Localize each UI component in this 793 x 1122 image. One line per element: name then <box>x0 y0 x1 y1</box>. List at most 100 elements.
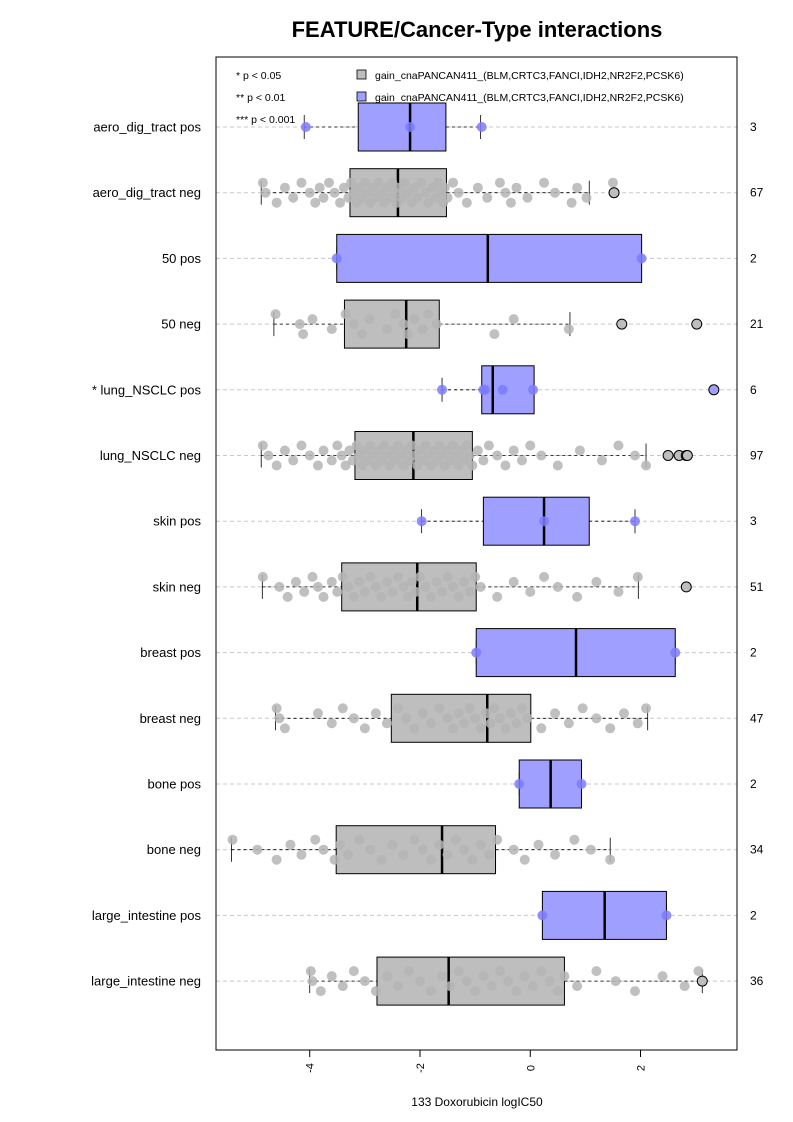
row-7-point <box>318 591 329 602</box>
row-3-point <box>364 314 375 325</box>
row-1-point <box>260 187 271 198</box>
row-7-point <box>274 581 285 592</box>
row-7-point <box>406 576 417 587</box>
row-5-point <box>461 440 472 451</box>
row-4-point <box>497 384 508 395</box>
row-9-point <box>271 703 282 714</box>
row-10-point <box>514 779 525 789</box>
row-10-point <box>576 779 587 789</box>
row-5-point <box>478 455 489 466</box>
row-13-point <box>572 981 583 992</box>
row-1-label: aero_dig_tract neg <box>93 185 201 200</box>
row-1-point <box>346 177 357 188</box>
row-5-point <box>500 460 511 471</box>
row-7-point <box>442 571 453 582</box>
row-9-point <box>505 708 516 719</box>
row-7-point <box>326 576 337 587</box>
row-3-point <box>340 309 351 320</box>
row-1-point <box>494 177 505 188</box>
row-11-point <box>442 849 453 860</box>
row-7-point <box>508 576 519 587</box>
row-12-label: large_intestine pos <box>92 908 202 923</box>
row-9-point <box>312 708 323 719</box>
row-7-point <box>525 586 536 597</box>
row-6-point <box>416 516 427 527</box>
row-7-point <box>398 581 409 592</box>
row-2-point <box>331 253 342 264</box>
row-10-count: 2 <box>750 777 757 791</box>
row-1-point <box>324 177 335 188</box>
row-13-point <box>414 976 425 987</box>
row-6-count: 3 <box>750 514 757 528</box>
row-1-point <box>279 182 290 193</box>
row-9-point <box>381 718 392 729</box>
row-13-point <box>486 981 497 992</box>
row-13-point <box>559 971 570 982</box>
row-11-point <box>376 854 387 865</box>
row-4-point <box>528 384 539 395</box>
row-5-point <box>448 440 459 451</box>
row-4-point <box>480 384 491 395</box>
row-5-point <box>508 445 519 456</box>
row-13-point <box>470 986 481 997</box>
row-11-point <box>426 854 437 865</box>
row-13-point <box>693 966 704 977</box>
row-9-point <box>563 718 574 729</box>
row-7-point <box>332 586 343 597</box>
legend-sig-2: ** p < 0.01 <box>236 92 285 104</box>
row-5-point <box>365 440 376 451</box>
row-3-point <box>409 314 420 325</box>
row-7-point <box>337 571 348 582</box>
row-1-point <box>257 177 268 188</box>
row-0-box <box>357 102 447 152</box>
row-5-point <box>312 460 323 471</box>
row-13-point <box>392 981 403 992</box>
row-11-point <box>227 834 238 845</box>
row-9-point <box>641 703 652 714</box>
row-11-point <box>343 849 354 860</box>
row-1-outlier <box>608 187 620 199</box>
row-1-point <box>581 192 592 203</box>
row-7-point <box>470 571 481 582</box>
row-7-point <box>343 581 354 592</box>
row-9-point <box>417 708 428 719</box>
row-1-point <box>572 182 583 193</box>
row-11-box <box>335 825 497 875</box>
row-7-point <box>282 591 293 602</box>
row-13-point <box>426 986 437 997</box>
row-3-point <box>423 309 434 320</box>
row-1-point <box>439 182 450 193</box>
row-13-point <box>544 976 555 987</box>
row-4-label: * lung_NSCLC pos <box>92 382 202 397</box>
row-3-point <box>390 309 401 320</box>
row-9-point <box>500 723 511 734</box>
row-7-point <box>632 571 643 582</box>
row-5-point <box>525 440 536 451</box>
row-7-point <box>552 581 563 592</box>
row-9-point <box>481 708 492 719</box>
row-6-box <box>482 496 590 546</box>
row-7-count: 51 <box>750 580 764 594</box>
row-1-point <box>566 197 577 208</box>
row-5-point <box>379 440 390 451</box>
row-9-point <box>442 713 453 724</box>
row-3-point <box>357 329 368 340</box>
row-2-label: 50 pos <box>162 251 202 266</box>
row-5-point <box>257 440 268 451</box>
row-5-point <box>271 460 282 471</box>
row-7-point <box>437 586 448 597</box>
row-7-label: skin neg <box>153 579 201 594</box>
row-7-point <box>410 586 421 597</box>
row-9-point <box>392 703 403 714</box>
row-5-point <box>464 450 475 461</box>
row-9-point <box>274 713 285 724</box>
plot-frame <box>215 56 738 1051</box>
row-7-point <box>453 591 464 602</box>
legend-entry-neg: gain_cnaPANCAN411_(BLM,CRTC3,FANCI,IDH2,… <box>375 70 684 82</box>
row-11-point <box>409 834 420 845</box>
row-1-point <box>329 187 340 198</box>
row-9-point <box>536 723 547 734</box>
row-5-point <box>340 460 351 471</box>
row-13-point <box>305 966 316 977</box>
row-8-label: breast pos <box>140 645 201 660</box>
